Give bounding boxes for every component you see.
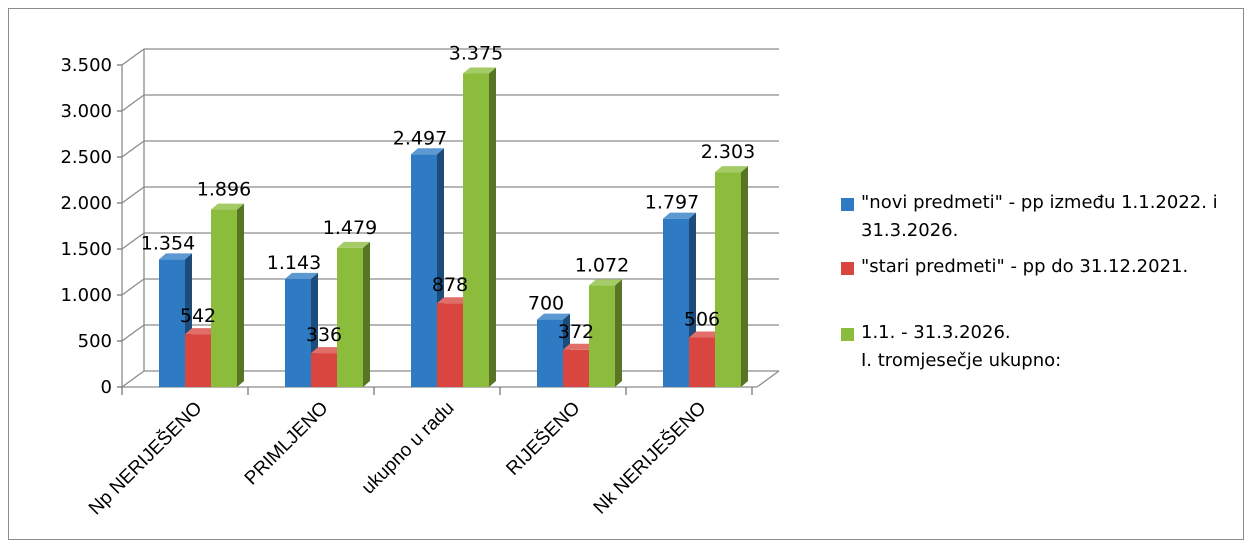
y-tick-label: 2.500 [60, 147, 112, 168]
bar-top [285, 272, 318, 279]
y-tick-label: 500 [78, 331, 112, 352]
bar-top [159, 253, 192, 260]
gridline-depth [121, 232, 145, 250]
bar-top [185, 328, 218, 335]
bar-side [489, 67, 496, 387]
data-label: 1.896 [197, 179, 251, 201]
y-tick-label: 1.000 [60, 285, 112, 306]
bar-top [589, 279, 622, 286]
legend-swatch-green [841, 328, 854, 341]
data-label: 1.072 [575, 254, 629, 276]
gridline-depth [121, 278, 145, 296]
bar-top [463, 67, 496, 74]
gridline-depth [121, 140, 145, 158]
category-label: PRIMLJENO [241, 398, 333, 490]
legend-item-novi-predmeti: "novi predmeti" - pp između 1.1.2022. i … [841, 189, 1251, 245]
data-label: 506 [684, 308, 720, 330]
chart-frame: 0 500 1.000 1.500 2.000 2.500 3.000 3.500 1.354… [8, 8, 1244, 540]
bar [437, 303, 463, 387]
data-label: 878 [432, 274, 468, 296]
data-label: 542 [180, 305, 216, 327]
category-label: Nk NERIJEŠENO [589, 397, 711, 519]
y-tick-label: 3.000 [60, 101, 112, 122]
data-label: 1.797 [645, 192, 699, 214]
data-label: 1.479 [323, 217, 377, 239]
bar-top [689, 331, 722, 338]
data-label: 2.497 [393, 127, 447, 149]
data-label: 700 [528, 293, 564, 315]
bar [311, 353, 337, 387]
legend-label: "stari predmeti" - pp do 31.12.2021. [861, 256, 1189, 277]
y-tick-label: 0 [101, 377, 112, 398]
bar [589, 285, 615, 387]
category-label: RIJEŠENO [502, 397, 585, 480]
bar [159, 259, 185, 387]
bar-side [741, 166, 748, 387]
data-label: 2.303 [701, 141, 755, 163]
bar [285, 278, 311, 387]
bar [185, 334, 211, 387]
data-label: 1.143 [267, 252, 321, 274]
bar [715, 172, 741, 387]
legend: "novi predmeti" - pp između 1.1.2022. i … [841, 189, 1251, 375]
category-label: Np NERIJEŠENO [84, 397, 206, 519]
bar [663, 218, 689, 387]
legend-item-stari-predmeti: "stari predmeti" - pp do 31.12.2021. [841, 253, 1251, 281]
category-labels: Np NERIJEŠENO PRIMLJENO ukupno u radu RIJEŠ… [84, 397, 710, 519]
data-label: 3.375 [449, 43, 503, 65]
gridline-depth [121, 48, 145, 66]
legend-label: "novi predmeti" - pp između 1.1.2022. i … [861, 192, 1218, 241]
gridline-depth [121, 370, 145, 388]
bar-side [615, 279, 622, 387]
bar-top [311, 347, 344, 354]
data-label: 372 [558, 321, 594, 343]
bar-top [537, 313, 570, 320]
bar [689, 337, 715, 387]
bars [159, 67, 748, 387]
category-label: ukupno u radu [358, 398, 459, 499]
bar-top [337, 241, 370, 248]
y-tick-label: 2.000 [60, 193, 112, 214]
gridline-depth [121, 186, 145, 204]
floor-edge [756, 370, 780, 388]
bar [537, 319, 563, 387]
data-labels: 1.354 542 1.896 1.143 336 1.479 2.497 878 3.375 7… [141, 43, 755, 347]
bar-top [715, 166, 748, 173]
bar-top [663, 212, 696, 219]
legend-swatch-blue [841, 198, 854, 211]
bar-top [563, 343, 596, 350]
bar-top [211, 203, 244, 210]
legend-swatch-red [841, 262, 854, 275]
bar [337, 247, 363, 387]
bar [463, 73, 489, 387]
data-label: 1.354 [141, 232, 195, 254]
bar [563, 349, 589, 387]
data-label: 336 [306, 324, 342, 346]
gridline-depth [121, 324, 145, 342]
bar-side [237, 203, 244, 387]
legend-label: 1.1. - 31.3.2026. I. tromjesečje ukupno: [861, 322, 1062, 371]
bar-top [411, 148, 444, 155]
legend-item-ukupno: 1.1. - 31.3.2026. I. tromjesečje ukupno: [841, 319, 1251, 375]
y-tick-label: 1.500 [60, 239, 112, 260]
bar-chart: 0 500 1.000 1.500 2.000 2.500 3.000 3.500 1.354… [60, 43, 780, 519]
gridline-depth [121, 94, 145, 112]
bar-side [363, 241, 370, 387]
bar [211, 209, 237, 387]
y-tick-label: 3.500 [60, 55, 112, 76]
bar-top [437, 297, 470, 304]
y-axis-ticks: 0 500 1.000 1.500 2.000 2.500 3.000 3.500 [60, 55, 753, 398]
bar [411, 154, 437, 387]
